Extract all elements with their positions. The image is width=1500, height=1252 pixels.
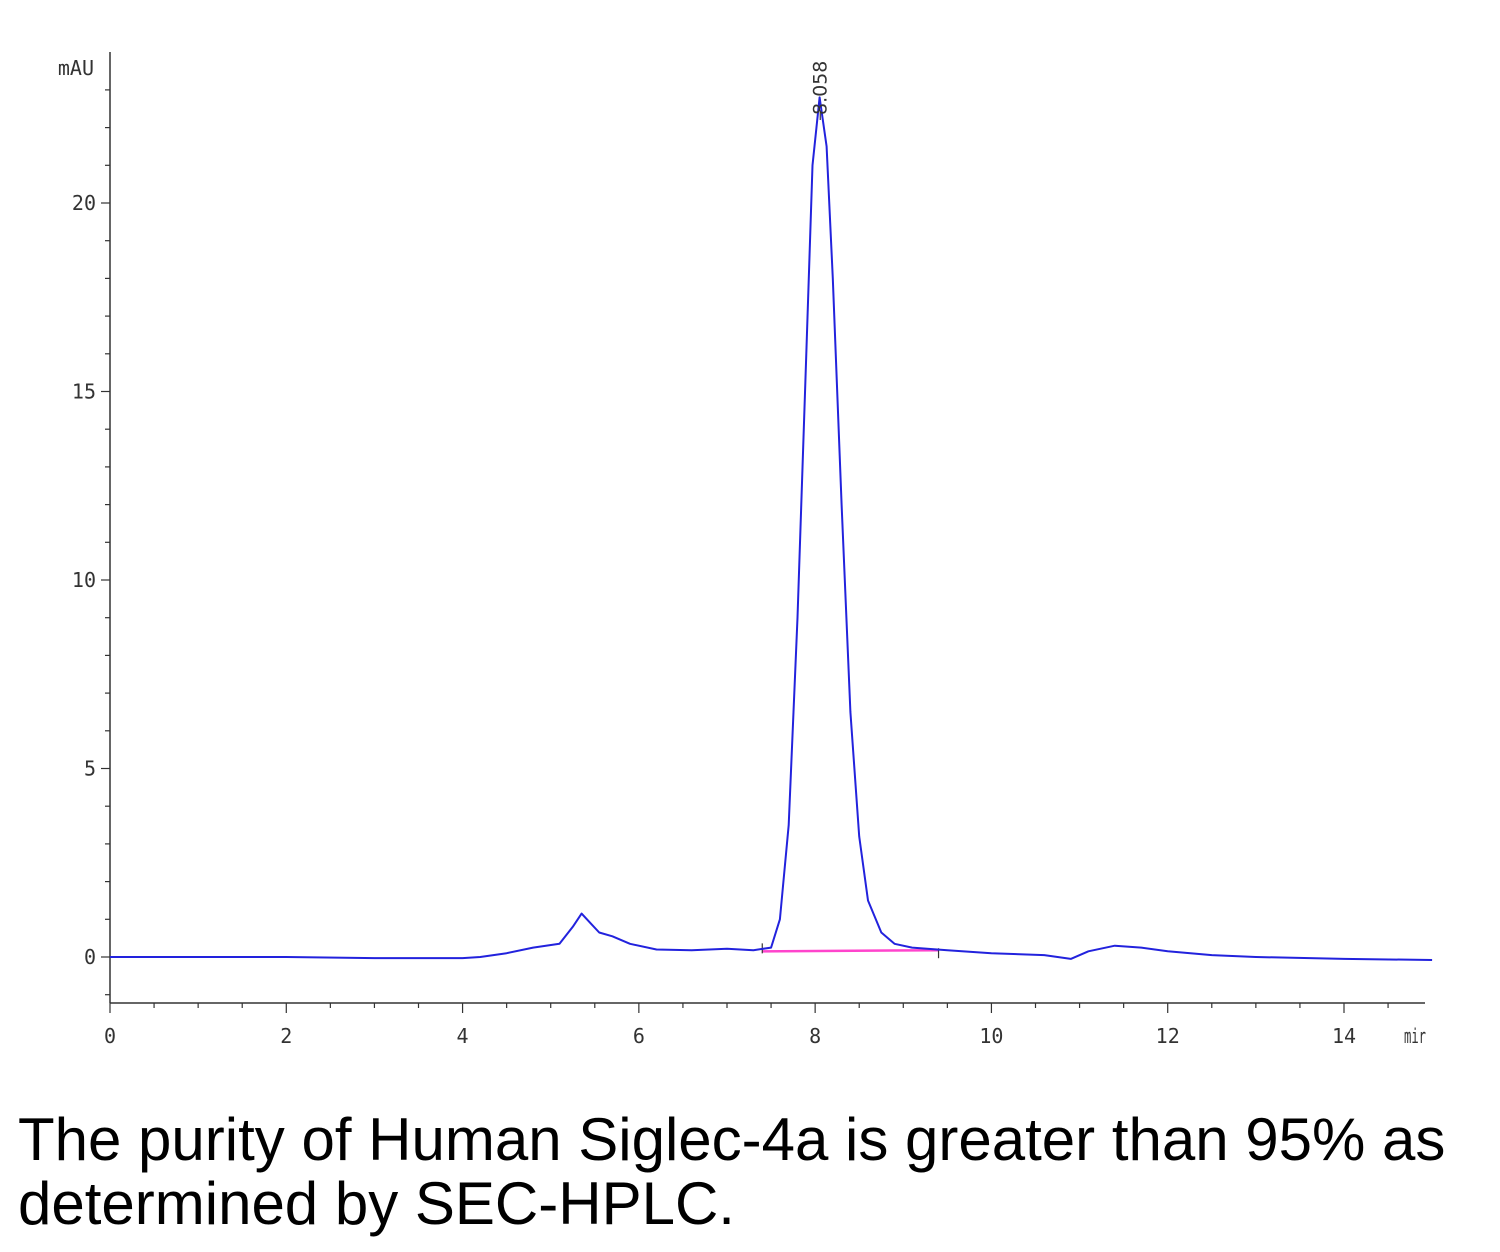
- peak-retention-label: 8.058: [809, 61, 831, 115]
- x-axis-unit-label: mir: [1404, 1024, 1426, 1048]
- integration-baseline: [762, 948, 939, 953]
- x-tick-label: 10: [979, 1024, 1003, 1048]
- chromatogram-chart: 0 5 10 15 20 mAU 0 2 4 6 8 10 12 14 mir 8.058: [58, 52, 1433, 1048]
- y-axis-unit-label: mAU: [58, 56, 94, 80]
- x-tick-label: 6: [633, 1024, 645, 1048]
- x-tick-label: 4: [457, 1024, 469, 1048]
- x-tick-label: 0: [104, 1024, 116, 1048]
- x-tick-label: 2: [280, 1024, 292, 1048]
- caption: The purity of Human Siglec-4a is greater…: [18, 1106, 1446, 1237]
- y-tick-label: 15: [72, 380, 96, 404]
- y-tick-label: 10: [72, 568, 96, 592]
- x-tick-label: 14: [1332, 1024, 1356, 1048]
- y-tick-label: 5: [84, 757, 96, 781]
- chromatogram-trace: [110, 96, 1433, 961]
- x-tick-label: 8: [809, 1024, 821, 1048]
- y-tick-label: 0: [84, 945, 96, 969]
- y-tick-label: 20: [72, 191, 96, 215]
- x-tick-label: 12: [1156, 1024, 1180, 1048]
